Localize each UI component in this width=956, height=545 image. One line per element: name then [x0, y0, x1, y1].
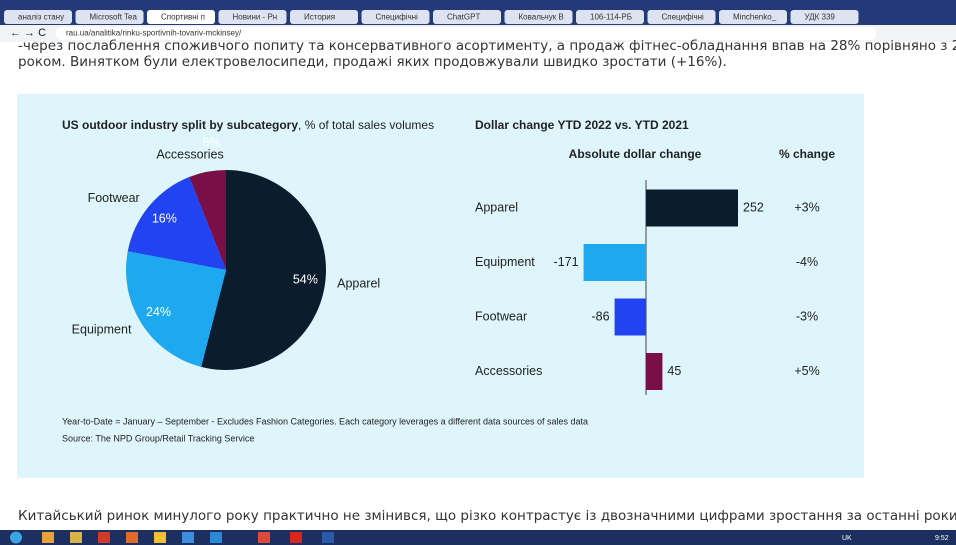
- app-icon[interactable]: [322, 532, 334, 543]
- slice-label: Equipment: [72, 322, 132, 336]
- pie-slice: [127, 177, 226, 270]
- title: US outdoor industry split by subcategory: [62, 118, 298, 132]
- slice-value-label: 24%: [146, 305, 171, 319]
- tab-title: УДК 339: [805, 13, 836, 22]
- paragraph: роком. Винятком були електровелосипеди, …: [18, 54, 727, 70]
- app-icon[interactable]: [182, 532, 194, 543]
- tab[interactable]: [4, 10, 72, 24]
- column-header: Absolute dollar change: [569, 147, 702, 161]
- slice-value-label: 6%: [202, 136, 220, 150]
- app-icon[interactable]: [154, 532, 166, 543]
- category-label: Footwear: [475, 309, 527, 323]
- category-label: Accessories: [475, 364, 542, 378]
- taskbar-icons: [10, 531, 334, 544]
- pie-slice: [125, 251, 226, 367]
- nav-buttons[interactable]: ← → C: [10, 27, 46, 39]
- bar-value-label: 252: [743, 200, 764, 214]
- tab-title: Ковальчук В: [519, 13, 564, 22]
- source: Source: The NPD Group/Retail Tracking Se…: [62, 433, 254, 443]
- url: rau.ua/analitika/rinku-sportivnih-tovari…: [66, 29, 242, 38]
- tab-title: ChatGPT: [447, 13, 480, 22]
- tab-title: История: [304, 13, 335, 22]
- bar-value-label: -171: [554, 255, 579, 269]
- slice-value-label: 54%: [293, 272, 318, 286]
- bar: [646, 353, 663, 390]
- note: Year-to-Date = January – September - Exc…: [62, 416, 588, 426]
- paragraph: -через послаблення споживчого попиту та …: [18, 38, 956, 54]
- app-icon[interactable]: [70, 532, 82, 543]
- bar-value-label: -86: [592, 309, 610, 323]
- bar-value-label: 45: [667, 364, 681, 378]
- paragraph: Китайський ринок минулого року практично…: [18, 508, 956, 524]
- start-button[interactable]: [10, 531, 22, 544]
- pie-slice: [189, 170, 226, 270]
- pct-change-label: -4%: [796, 255, 818, 269]
- app-icon[interactable]: [126, 532, 138, 543]
- category-label: Equipment: [475, 255, 535, 269]
- tab[interactable]: [576, 10, 644, 24]
- tab-title: Специфічні: [662, 13, 705, 22]
- slice-label: Apparel: [337, 276, 380, 290]
- tab-title: Новини - Рн: [233, 13, 278, 22]
- taskbar: [0, 530, 956, 545]
- tab[interactable]: [647, 10, 716, 24]
- tab[interactable]: [504, 10, 573, 24]
- app-icon[interactable]: [258, 532, 270, 543]
- tab-title: 106-114-PБ: [590, 13, 632, 22]
- tab-title: Спортивні п: [161, 13, 205, 22]
- pie-slice: [201, 170, 327, 370]
- url-field[interactable]: [56, 27, 876, 40]
- tab-title: Microsoft Tea: [90, 13, 138, 22]
- tab[interactable]: [719, 10, 787, 24]
- pct-change-label: +3%: [794, 200, 819, 214]
- tab[interactable]: [218, 10, 287, 24]
- app-icon[interactable]: [210, 532, 222, 543]
- tab[interactable]: [790, 10, 859, 24]
- slice-value-label: 16%: [152, 211, 177, 225]
- tab-title: Minchenko_: [733, 13, 777, 22]
- app-icon[interactable]: [290, 532, 302, 543]
- pct-change-label: +5%: [794, 364, 819, 378]
- tab[interactable]: [147, 10, 215, 24]
- language[interactable]: UK: [842, 535, 852, 542]
- category-label: Apparel: [475, 200, 518, 214]
- tab[interactable]: [290, 10, 358, 24]
- slice-label: Footwear: [88, 191, 140, 205]
- slice-label: Accessories: [156, 147, 223, 161]
- bar: [646, 189, 738, 227]
- app-icon[interactable]: [98, 532, 110, 543]
- clock: 9:52: [935, 535, 949, 542]
- app-icon[interactable]: [42, 532, 54, 543]
- tab[interactable]: [433, 10, 501, 24]
- bar: [583, 244, 646, 281]
- tab-title: Специфічні: [376, 13, 419, 22]
- subtitle: , % of total sales volumes: [298, 118, 434, 132]
- pie-title: US outdoor industry split by subcategory…: [62, 118, 434, 132]
- bar: [614, 298, 646, 336]
- pct-change-label: -3%: [796, 309, 818, 323]
- tab[interactable]: [75, 10, 144, 24]
- column-header: % change: [779, 147, 835, 161]
- tab-title: аналіз стану: [18, 13, 64, 22]
- bar-title: Dollar change YTD 2022 vs. YTD 2021: [475, 118, 689, 132]
- tab[interactable]: [361, 10, 430, 24]
